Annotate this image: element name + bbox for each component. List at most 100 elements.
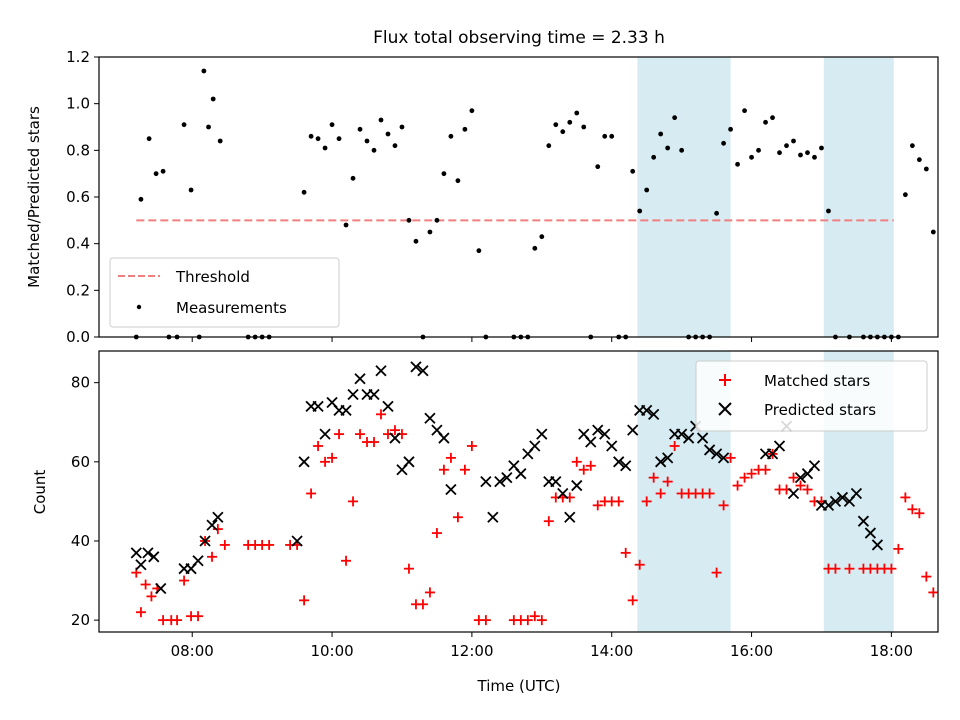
predicted-point <box>564 511 576 523</box>
x-tick-label: 14:00 <box>590 642 633 660</box>
matched-point <box>725 452 736 463</box>
ratio-y-label: Matched/Predicted stars <box>25 106 43 288</box>
predicted-point <box>142 547 154 559</box>
matched-point <box>327 452 338 463</box>
measurement-point <box>406 217 412 223</box>
predicted-point <box>787 487 800 500</box>
predicted-point <box>620 460 632 472</box>
matched-point <box>334 429 345 440</box>
matched-point <box>299 595 310 606</box>
matched-point <box>438 464 449 475</box>
predicted-point <box>571 479 583 492</box>
count-legend: Matched stars Predicted stars <box>695 360 928 432</box>
measurement-point <box>476 248 482 254</box>
measurement-point <box>930 229 936 235</box>
predicted-point <box>340 404 352 417</box>
predicted-point <box>696 432 709 444</box>
matched-point <box>704 488 715 499</box>
matched-point <box>452 512 463 523</box>
measurement-point <box>742 108 747 114</box>
measurement-point <box>728 126 733 132</box>
matched-point <box>193 611 204 622</box>
measurement-point <box>902 192 908 198</box>
measurement-point <box>385 131 391 137</box>
x-tick-label: 10:00 <box>310 642 353 660</box>
predicted-point <box>515 468 527 480</box>
predicted-point <box>655 456 667 468</box>
predicted-point <box>347 388 359 401</box>
measurement-point <box>777 150 782 156</box>
predicted-point <box>135 559 147 571</box>
measurement-point <box>637 208 643 214</box>
measurement-point <box>462 126 468 132</box>
matched-point <box>536 615 547 626</box>
predicted-point <box>857 515 870 527</box>
matched-point <box>313 440 324 451</box>
predicted-point <box>648 408 660 420</box>
predicted-point <box>375 365 387 377</box>
y-tick-label: 1.0 <box>66 95 90 113</box>
measurement-point <box>714 210 719 216</box>
measurement-point <box>448 133 454 139</box>
measurement-point <box>350 175 356 181</box>
measurement-point <box>658 131 664 137</box>
measurements-legend-label: Measurements <box>176 299 287 317</box>
matched-point <box>445 452 456 463</box>
predicted-point <box>676 428 688 440</box>
ratio-x-ticks <box>191 337 892 342</box>
measurement-point <box>371 147 377 153</box>
matched-point <box>212 524 223 535</box>
measurement-point <box>188 187 194 193</box>
measurement-point <box>756 147 761 153</box>
predicted-point <box>627 424 639 436</box>
measurement-point <box>315 136 321 142</box>
matched-point <box>795 480 806 491</box>
matched-point <box>900 492 911 503</box>
ratio-plot-area <box>133 68 936 340</box>
matched-point <box>844 563 855 574</box>
predicted-point <box>850 487 863 500</box>
matched-point <box>355 429 366 440</box>
predicted-point <box>148 551 160 563</box>
matched-point <box>306 488 317 499</box>
predicted-point <box>206 519 218 531</box>
matched-point <box>620 547 631 558</box>
measurement-point <box>217 138 223 144</box>
measurement-point <box>357 126 363 132</box>
measurement-point <box>630 168 636 174</box>
measurement-point <box>909 143 915 149</box>
y-tick-label: 0.2 <box>66 281 90 299</box>
predicted-legend-swatch <box>718 402 732 416</box>
measurement-point <box>595 164 601 170</box>
matched-point <box>739 472 750 483</box>
measurement-point <box>427 229 433 235</box>
predicted-point <box>424 412 436 424</box>
matched-point <box>480 615 491 626</box>
measurement-point <box>784 143 789 149</box>
measurement-point <box>532 245 538 251</box>
predicted-point <box>192 555 204 567</box>
measurement-point <box>805 150 810 156</box>
measurement-point <box>329 122 335 128</box>
y-tick-label: 80 <box>71 374 90 392</box>
matched-point <box>669 440 680 451</box>
matched-point <box>403 563 414 574</box>
measurement-point <box>364 138 370 144</box>
predicted-point <box>130 547 142 559</box>
measurement-point <box>343 222 349 228</box>
matched-point <box>592 500 603 511</box>
count-y-label: Count <box>31 470 49 515</box>
measurement-point <box>392 143 398 149</box>
matched-point <box>788 472 799 483</box>
x-tick-label: 12:00 <box>450 642 493 660</box>
predicted-point <box>871 539 884 551</box>
predicted-point <box>864 527 877 539</box>
matched-point <box>613 496 624 507</box>
measurement-point <box>399 124 405 130</box>
matched-point <box>648 472 659 483</box>
predicted-legend-label: Predicted stars <box>764 401 876 419</box>
y-tick-label: 0.8 <box>66 141 90 159</box>
matched-point <box>529 611 540 622</box>
predicted-point <box>212 511 224 523</box>
